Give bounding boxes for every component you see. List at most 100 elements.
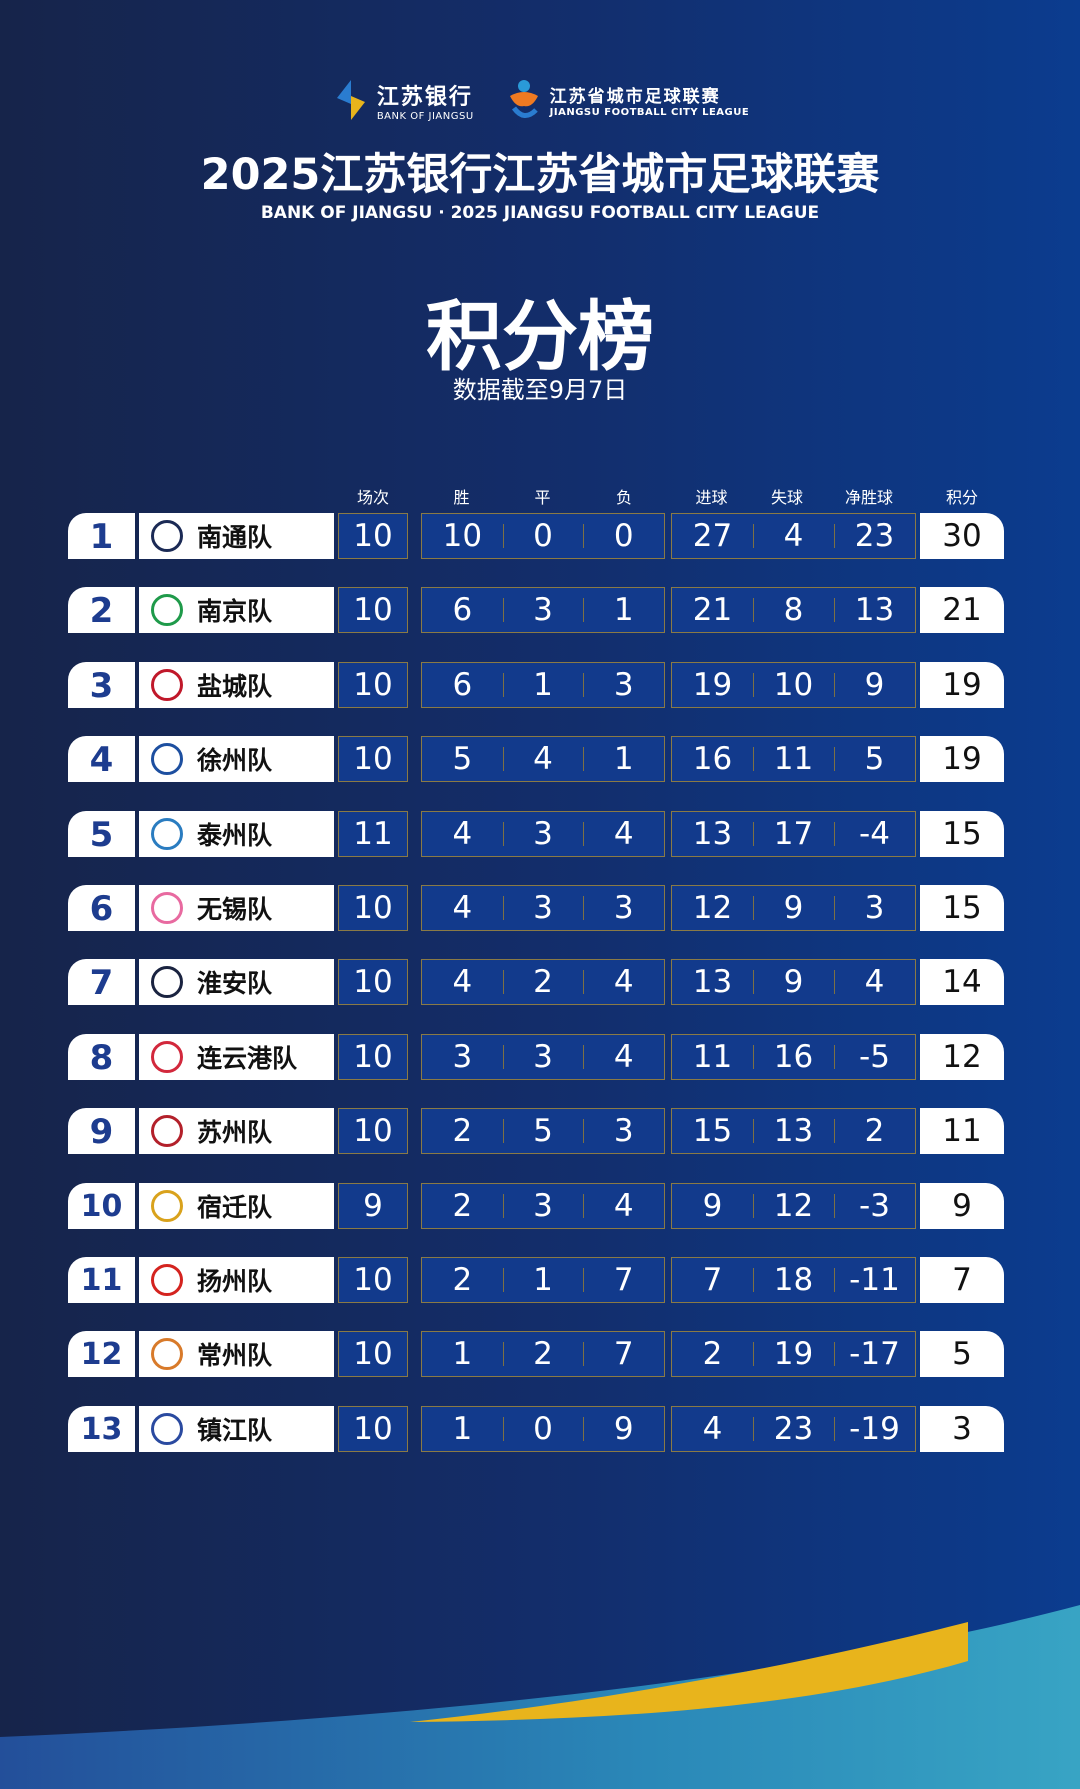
- played-box: 10: [338, 736, 408, 783]
- rank: 1: [68, 513, 135, 559]
- cell-d: 0: [502, 513, 584, 559]
- cell-played: 10: [353, 964, 393, 1001]
- team-badge-icon: [151, 817, 183, 850]
- team-name: 南京队: [197, 597, 273, 627]
- cell-l: 0: [583, 513, 664, 559]
- cell-ga: 9: [753, 959, 834, 1005]
- cell-w: 6: [452, 592, 473, 629]
- played-box: 10: [338, 1108, 408, 1155]
- goals-box: 12 9 3: [671, 885, 916, 931]
- team-name: 常州队: [197, 1341, 273, 1371]
- cell-gf: 4: [702, 1410, 723, 1447]
- cell-gd: -11: [834, 1257, 915, 1303]
- cell-w: 4: [452, 964, 473, 1001]
- cell-played: 11: [353, 815, 393, 852]
- team-cell: 无锡队: [139, 885, 334, 931]
- played-box: 10: [338, 885, 408, 931]
- team-name: 宿迁队: [197, 1192, 273, 1222]
- goals-box: 19 10 9: [671, 661, 916, 708]
- cell-gf: 21: [692, 592, 733, 629]
- team-name: 南通队: [197, 523, 273, 552]
- header-loss: 负: [615, 488, 632, 507]
- points: 19: [920, 736, 1004, 783]
- cell-w: 4: [452, 890, 473, 926]
- cell-l: 3: [583, 885, 664, 931]
- team-badge-icon: [151, 1040, 183, 1073]
- rank: 2: [68, 587, 135, 634]
- team-badge-icon: [151, 668, 183, 701]
- team-cell: 南京队: [139, 587, 334, 634]
- cell-d: 3: [502, 587, 584, 633]
- cell-gf: 2: [702, 1336, 723, 1373]
- cell-w: 6: [452, 666, 473, 703]
- team-name: 扬州队: [197, 1267, 273, 1296]
- table-row: 1 南通队 10 10 0 0 27 4 23 30: [0, 513, 1080, 559]
- played-box: 10: [338, 661, 408, 708]
- cell-l: 1: [583, 587, 664, 633]
- team-cell: 徐州队: [139, 736, 334, 783]
- played-box: 10: [338, 959, 408, 1006]
- cell-played: 10: [353, 666, 393, 703]
- team-badge-icon: [151, 1412, 183, 1445]
- header-win: 胜: [453, 488, 470, 507]
- played-box: 10: [338, 587, 408, 634]
- cell-l: 4: [583, 959, 664, 1005]
- cell-gd: 5: [834, 736, 915, 782]
- cell-played: 10: [353, 518, 393, 554]
- cell-played: 10: [353, 1262, 393, 1298]
- goals-box: 15 13 2: [671, 1108, 916, 1155]
- cell-ga: 8: [753, 587, 834, 633]
- team-name: 镇江队: [197, 1415, 273, 1445]
- league-name-en: JIANGSU FOOTBALL CITY LEAGUE: [549, 107, 750, 118]
- rank: 13: [68, 1405, 135, 1452]
- goals-box: 4 23 -19: [671, 1405, 916, 1452]
- cell-d: 2: [502, 959, 584, 1005]
- rank: 11: [68, 1257, 135, 1303]
- team-cell: 常州队: [139, 1331, 334, 1378]
- rank: 12: [68, 1331, 135, 1378]
- cell-l: 7: [583, 1257, 664, 1303]
- cell-ga: 9: [753, 885, 834, 931]
- cell-played: 10: [353, 1113, 393, 1150]
- played-box: 10: [338, 513, 408, 559]
- cell-gf: 12: [692, 890, 733, 926]
- cell-gd: -5: [834, 1034, 915, 1080]
- bottom-swoosh: [0, 1605, 1080, 1789]
- cell-d: 3: [502, 811, 584, 857]
- team-badge-icon: [151, 1115, 183, 1148]
- points: 9: [920, 1182, 1004, 1229]
- rank: 3: [68, 661, 135, 708]
- cell-ga: 16: [753, 1034, 834, 1080]
- cell-gd: 3: [834, 885, 915, 931]
- cell-gd: 2: [834, 1108, 915, 1154]
- points: 7: [920, 1257, 1004, 1303]
- points: 11: [920, 1108, 1004, 1155]
- cell-w: 2: [452, 1113, 473, 1150]
- cell-d: 3: [502, 1034, 584, 1080]
- points: 12: [920, 1033, 1004, 1080]
- cell-l: 9: [583, 1406, 664, 1452]
- team-name: 徐州队: [197, 746, 273, 776]
- cell-gf: 13: [692, 964, 733, 1001]
- cell-gf: 13: [692, 815, 733, 852]
- cell-w: 10: [442, 518, 483, 554]
- team-cell: 扬州队: [139, 1257, 334, 1303]
- team-cell: 宿迁队: [139, 1182, 334, 1229]
- cell-l: 3: [583, 662, 664, 708]
- league-logo-icon: [509, 80, 538, 118]
- goals-box: 13 17 -4: [671, 810, 916, 857]
- goals-box: 21 8 13: [671, 587, 916, 634]
- cell-w: 2: [452, 1262, 473, 1298]
- cell-gf: 19: [692, 666, 733, 703]
- cell-d: 1: [502, 662, 584, 708]
